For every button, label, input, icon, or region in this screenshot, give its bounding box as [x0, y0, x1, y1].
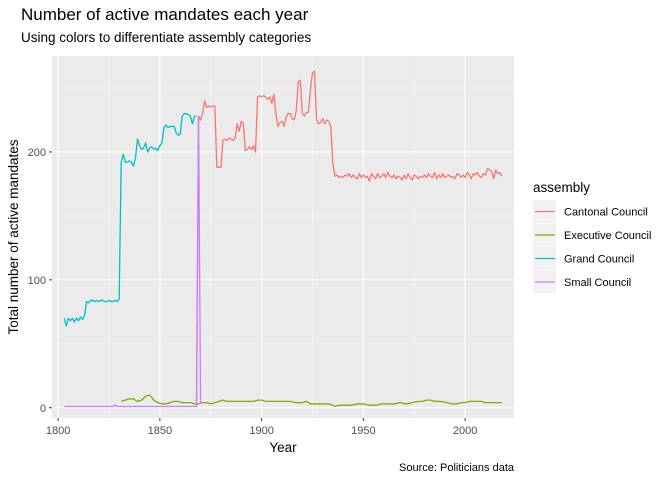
chart-title: Number of active mandates each year — [21, 5, 309, 24]
chart-subtitle: Using colors to differentiate assembly c… — [21, 30, 311, 45]
legend-label: Executive Council — [564, 230, 651, 242]
y-axis-title: Total number of active mandates — [6, 139, 21, 334]
y-tick-label: 200 — [28, 147, 46, 159]
legend-label: Grand Council — [564, 254, 634, 266]
x-tick-label: 1850 — [148, 425, 172, 437]
series-line-grand-council — [63, 112, 197, 327]
series-line-cantonal-council — [195, 70, 503, 406]
data-lines — [63, 70, 503, 408]
x-tick-label: 2000 — [453, 425, 477, 437]
grid-lines — [52, 56, 514, 418]
series-line-executive-council — [121, 394, 502, 408]
x-tick-label: 1900 — [249, 425, 273, 437]
y-tick-label: 0 — [40, 403, 46, 415]
x-tick-label: 1950 — [351, 425, 375, 437]
x-axis-ticks: 1800 1850 1900 1950 2000 — [46, 418, 477, 437]
x-tick-label: 1800 — [46, 425, 70, 437]
legend-label: Cantonal Council — [564, 207, 648, 219]
x-axis-title: Year — [269, 440, 297, 455]
series-line-small-council — [64, 115, 202, 408]
y-axis-ticks: 0 100 200 — [28, 147, 52, 415]
legend: Cantonal Council Executive Council Grand C… — [533, 200, 651, 294]
legend-title: assembly — [533, 180, 590, 195]
chart-caption: Source: Politicians data — [399, 462, 515, 474]
legend-label: Small Council — [564, 277, 631, 289]
y-tick-label: 100 — [28, 275, 46, 287]
plot-panel — [52, 56, 514, 418]
